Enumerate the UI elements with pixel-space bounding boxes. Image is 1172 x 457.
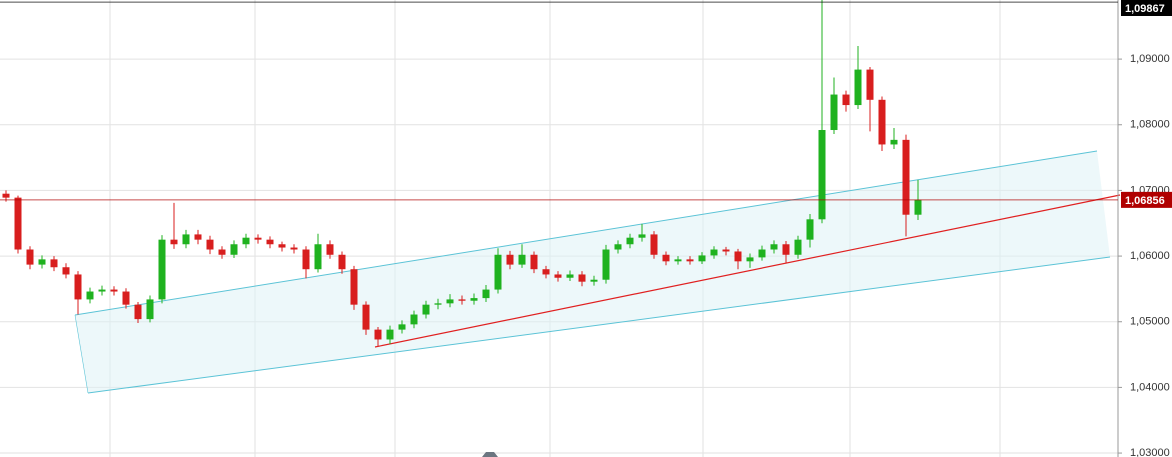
candle-body (86, 291, 94, 300)
candle-body (854, 69, 862, 106)
y-tick-label: 1,04000 (1130, 381, 1170, 393)
candle-body (890, 139, 898, 145)
candle-body (374, 329, 382, 340)
candle-body (614, 244, 622, 250)
candle-body (566, 274, 574, 278)
candle-body (626, 237, 634, 245)
candle-body (74, 274, 82, 300)
price-box (1121, 191, 1172, 208)
candle-body (794, 239, 802, 255)
candle-body (326, 244, 334, 255)
candle-body (770, 244, 778, 250)
price-label: 1,06856 (1125, 195, 1165, 207)
candle-body (470, 298, 478, 301)
y-tick-label: 1,05000 (1130, 316, 1170, 328)
candle-body (902, 139, 910, 215)
y-tick-label: 1,06000 (1130, 250, 1170, 262)
candle-body (782, 244, 790, 255)
channel-fill (75, 151, 1110, 393)
candle-body (806, 219, 814, 240)
candle-body (122, 291, 130, 305)
candle-body (446, 299, 454, 304)
candle-body (818, 130, 826, 220)
candle-body (170, 239, 178, 245)
candle-body (254, 237, 262, 240)
candle-body (146, 299, 154, 320)
candle-body (362, 304, 370, 330)
candle-body (158, 239, 166, 300)
candle-body (842, 94, 850, 106)
candle-body (830, 94, 838, 131)
candle-body (914, 199, 922, 215)
candle-body (638, 234, 646, 238)
candle-body (458, 299, 466, 301)
candle-body (650, 234, 658, 255)
candle-body (422, 304, 430, 315)
candle-body (62, 267, 70, 275)
y-tick-label: 1,09000 (1130, 53, 1170, 65)
candle-body (602, 249, 610, 280)
candle-body (746, 257, 754, 262)
candle-body (14, 197, 22, 250)
candle-body (410, 314, 418, 325)
candle-body (350, 269, 358, 305)
y-tick-label: 1,03000 (1130, 447, 1170, 457)
candle-body (242, 237, 250, 245)
channel-edge (74, 314, 89, 394)
candle-body (2, 193, 10, 198)
candle-body (98, 289, 106, 292)
candle-body (278, 244, 286, 248)
candle-body (302, 249, 310, 270)
price-label: 1,09867 (1125, 3, 1165, 15)
candle-body (194, 234, 202, 240)
candle-body (542, 269, 550, 275)
scroll-handle[interactable] (482, 452, 498, 457)
candle-body (710, 249, 718, 256)
candle-body (182, 234, 190, 245)
price-markers: 1,06856 1,09867 (0, 0, 1172, 208)
candle-body (434, 303, 442, 305)
candle-body (230, 244, 238, 255)
candle-body (734, 251, 742, 262)
candle-body (722, 249, 730, 252)
candle-body (206, 239, 214, 250)
price-box (1121, 0, 1172, 16)
candle-body (590, 279, 598, 282)
candle-body (290, 247, 298, 250)
candle-body (314, 244, 322, 270)
candle-body (338, 254, 346, 270)
candle-body (530, 254, 538, 270)
candle-body (50, 259, 58, 268)
candle-body (554, 274, 562, 278)
trend-line (374, 194, 1121, 348)
candle-body (866, 69, 874, 100)
channel-upper (74, 150, 1098, 316)
candle-body (386, 329, 394, 340)
candle-body (398, 324, 406, 330)
y-tick-label: 1,08000 (1130, 119, 1170, 131)
candle-body (506, 254, 514, 265)
channel-lower (87, 256, 1111, 394)
candle-body (662, 254, 670, 262)
candle-body (110, 289, 118, 292)
candle-body (38, 259, 46, 265)
candle-body (134, 304, 142, 320)
candle-body (578, 274, 586, 282)
candle-body (878, 99, 886, 145)
candle-body (686, 259, 694, 262)
candle-body (266, 239, 274, 245)
candle-body (518, 254, 526, 265)
candle-body (26, 249, 34, 265)
candle-body (758, 249, 766, 258)
candle-body (218, 249, 226, 255)
candle-body (482, 289, 490, 299)
candle-body (494, 254, 502, 290)
candle-body (698, 255, 706, 262)
candle-body (674, 259, 682, 262)
